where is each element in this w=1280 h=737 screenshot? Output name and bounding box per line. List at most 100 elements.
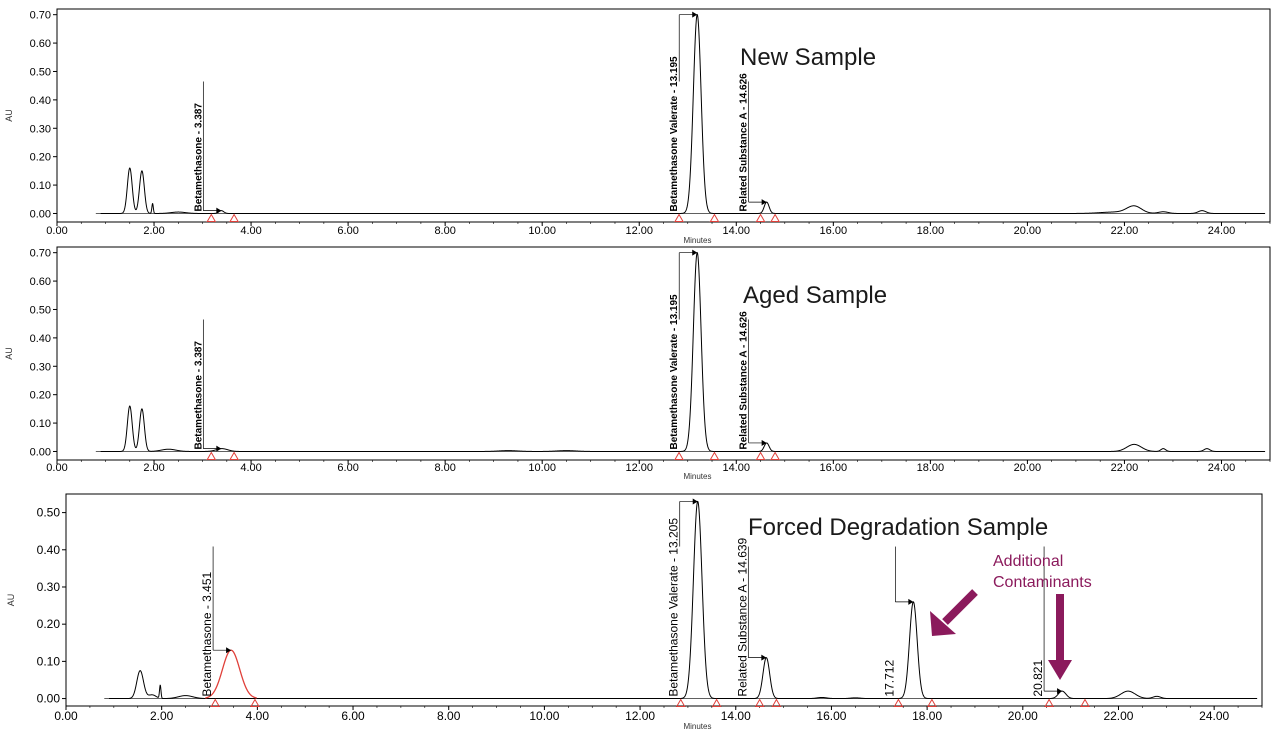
peak-label: Betamethasone - 3.387: [193, 341, 204, 450]
arrow-head: [226, 647, 232, 654]
y-tick-label: 0.60: [30, 38, 51, 50]
plot-frame: [65, 493, 1263, 707]
x-tick-label: 22.00: [1111, 462, 1139, 474]
x-tick-label: 16.00: [820, 225, 848, 237]
x-tick-label: 20.00: [1014, 462, 1042, 474]
plot-frame: [56, 8, 1271, 223]
peak-label: Related Substance A - 14.626: [739, 73, 750, 212]
peak-label: Betamethasone - 3.451: [200, 571, 214, 696]
chart-title: Aged Sample: [743, 282, 887, 309]
x-axis-label: Minutes: [683, 236, 711, 245]
trace-line: [100, 13, 1265, 214]
y-axis-label: AU: [4, 109, 14, 122]
annotation-line-2: Contaminants: [993, 574, 1092, 591]
y-tick-label: 0.70: [30, 248, 51, 260]
x-tick-label: 8.00: [437, 709, 461, 723]
x-tick-label: 10.00: [528, 462, 556, 474]
x-tick-label: 2.00: [143, 225, 164, 237]
x-tick-label: 14.00: [723, 225, 751, 237]
annotation-arrow-diagonal: [942, 589, 978, 625]
y-tick-label: 0.50: [37, 506, 61, 520]
integration-marker: [770, 213, 780, 222]
integration-marker: [229, 451, 239, 460]
x-tick-label: 14.00: [721, 709, 751, 723]
integration-marker: [755, 451, 766, 460]
integration-marker: [754, 698, 765, 708]
integration-marker: [674, 213, 684, 222]
peak-label: Betamethasone Valerate - 13.205: [667, 518, 681, 697]
y-axis-label: AU: [6, 594, 16, 607]
integration-marker: [675, 698, 686, 708]
integration-marker: [210, 698, 221, 708]
integration-marker: [1044, 698, 1054, 708]
arrow-head: [761, 654, 767, 661]
y-tick-label: 0.00: [30, 208, 51, 220]
chart-title: Forced Degradation Sample: [748, 514, 1048, 541]
y-tick-label: 0.10: [37, 654, 61, 668]
chart-panel-3: 0.00 0.10 0.20 0.30 0.40 0.50 0.00 2.00 4.00 6.00…: [6, 493, 1263, 731]
x-tick-label: 16.00: [816, 709, 846, 723]
x-tick-label: 8.00: [434, 462, 455, 474]
x-tick-label: 0.00: [54, 709, 78, 723]
x-tick-label: 18.00: [912, 709, 942, 723]
x-tick-label: 24.00: [1208, 225, 1236, 237]
integration-marker: [893, 698, 904, 708]
x-tick-label: 24.00: [1199, 709, 1229, 723]
annotation-line-1: Additional: [993, 553, 1063, 570]
annotation-arrowhead-vertical: [1048, 660, 1072, 680]
x-tick-label: 6.00: [337, 225, 358, 237]
y-tick-label: 0.40: [30, 95, 51, 107]
x-tick-label: 4.00: [246, 709, 270, 723]
arrow-head: [761, 199, 767, 206]
x-tick-label: 2.00: [150, 709, 174, 723]
peak-label: 20.821: [1031, 660, 1045, 697]
y-axis-label: AU: [4, 347, 14, 360]
arrow-head: [216, 445, 222, 452]
y-tick-label: 0.10: [30, 180, 51, 192]
chart-title: New Sample: [740, 44, 876, 71]
arrow-head: [216, 207, 222, 214]
y-tick-label: 0.30: [30, 123, 51, 135]
x-axis-label: Minutes: [683, 722, 711, 731]
x-tick-label: 8.00: [434, 225, 455, 237]
integration-marker: [711, 698, 722, 708]
x-tick-label: 20.00: [1008, 709, 1038, 723]
integration-marker: [206, 213, 217, 222]
integration-marker: [674, 451, 684, 460]
annotation-arrowhead-diagonal: [930, 611, 956, 636]
arrow-head: [761, 439, 767, 446]
integration-marker: [1080, 698, 1090, 708]
x-tick-label: 10.00: [529, 709, 559, 723]
x-tick-label: 6.00: [341, 709, 365, 723]
x-tick-label: 24.00: [1208, 462, 1236, 474]
arrow-head: [692, 11, 698, 18]
peak-label: Betamethasone Valerate - 13.195: [669, 294, 680, 450]
arrow-head: [692, 249, 698, 256]
integration-marker: [709, 213, 720, 222]
peak-label: Related Substance A - 14.626: [739, 311, 750, 450]
x-tick-label: 20.00: [1014, 225, 1042, 237]
y-tick-label: 0.30: [30, 361, 51, 373]
x-tick-label: 4.00: [240, 225, 261, 237]
y-tick-label: 0.50: [30, 304, 51, 316]
integration-marker: [927, 698, 937, 708]
arrow-head: [692, 498, 698, 505]
peak-label: Betamethasone - 3.387: [193, 103, 204, 212]
integration-marker: [250, 698, 260, 708]
integration-marker: [771, 698, 782, 708]
peak-label: Related Substance A - 14.639: [735, 537, 749, 696]
y-tick-label: 0.40: [30, 333, 51, 345]
integration-marker: [229, 213, 239, 222]
plot-frame: [56, 246, 1271, 461]
peak-label: 17.712: [882, 660, 896, 697]
arrow-head: [1057, 688, 1063, 695]
x-tick-label: 12.00: [625, 225, 653, 237]
integration-marker: [206, 451, 217, 460]
y-tick-label: 0.10: [30, 418, 51, 430]
x-tick-label: 10.00: [528, 225, 556, 237]
x-tick-label: 4.00: [240, 462, 261, 474]
x-tick-label: 18.00: [917, 225, 945, 237]
y-tick-label: 0.00: [37, 692, 61, 706]
integration-marker: [755, 213, 766, 222]
x-tick-label: 12.00: [625, 462, 653, 474]
